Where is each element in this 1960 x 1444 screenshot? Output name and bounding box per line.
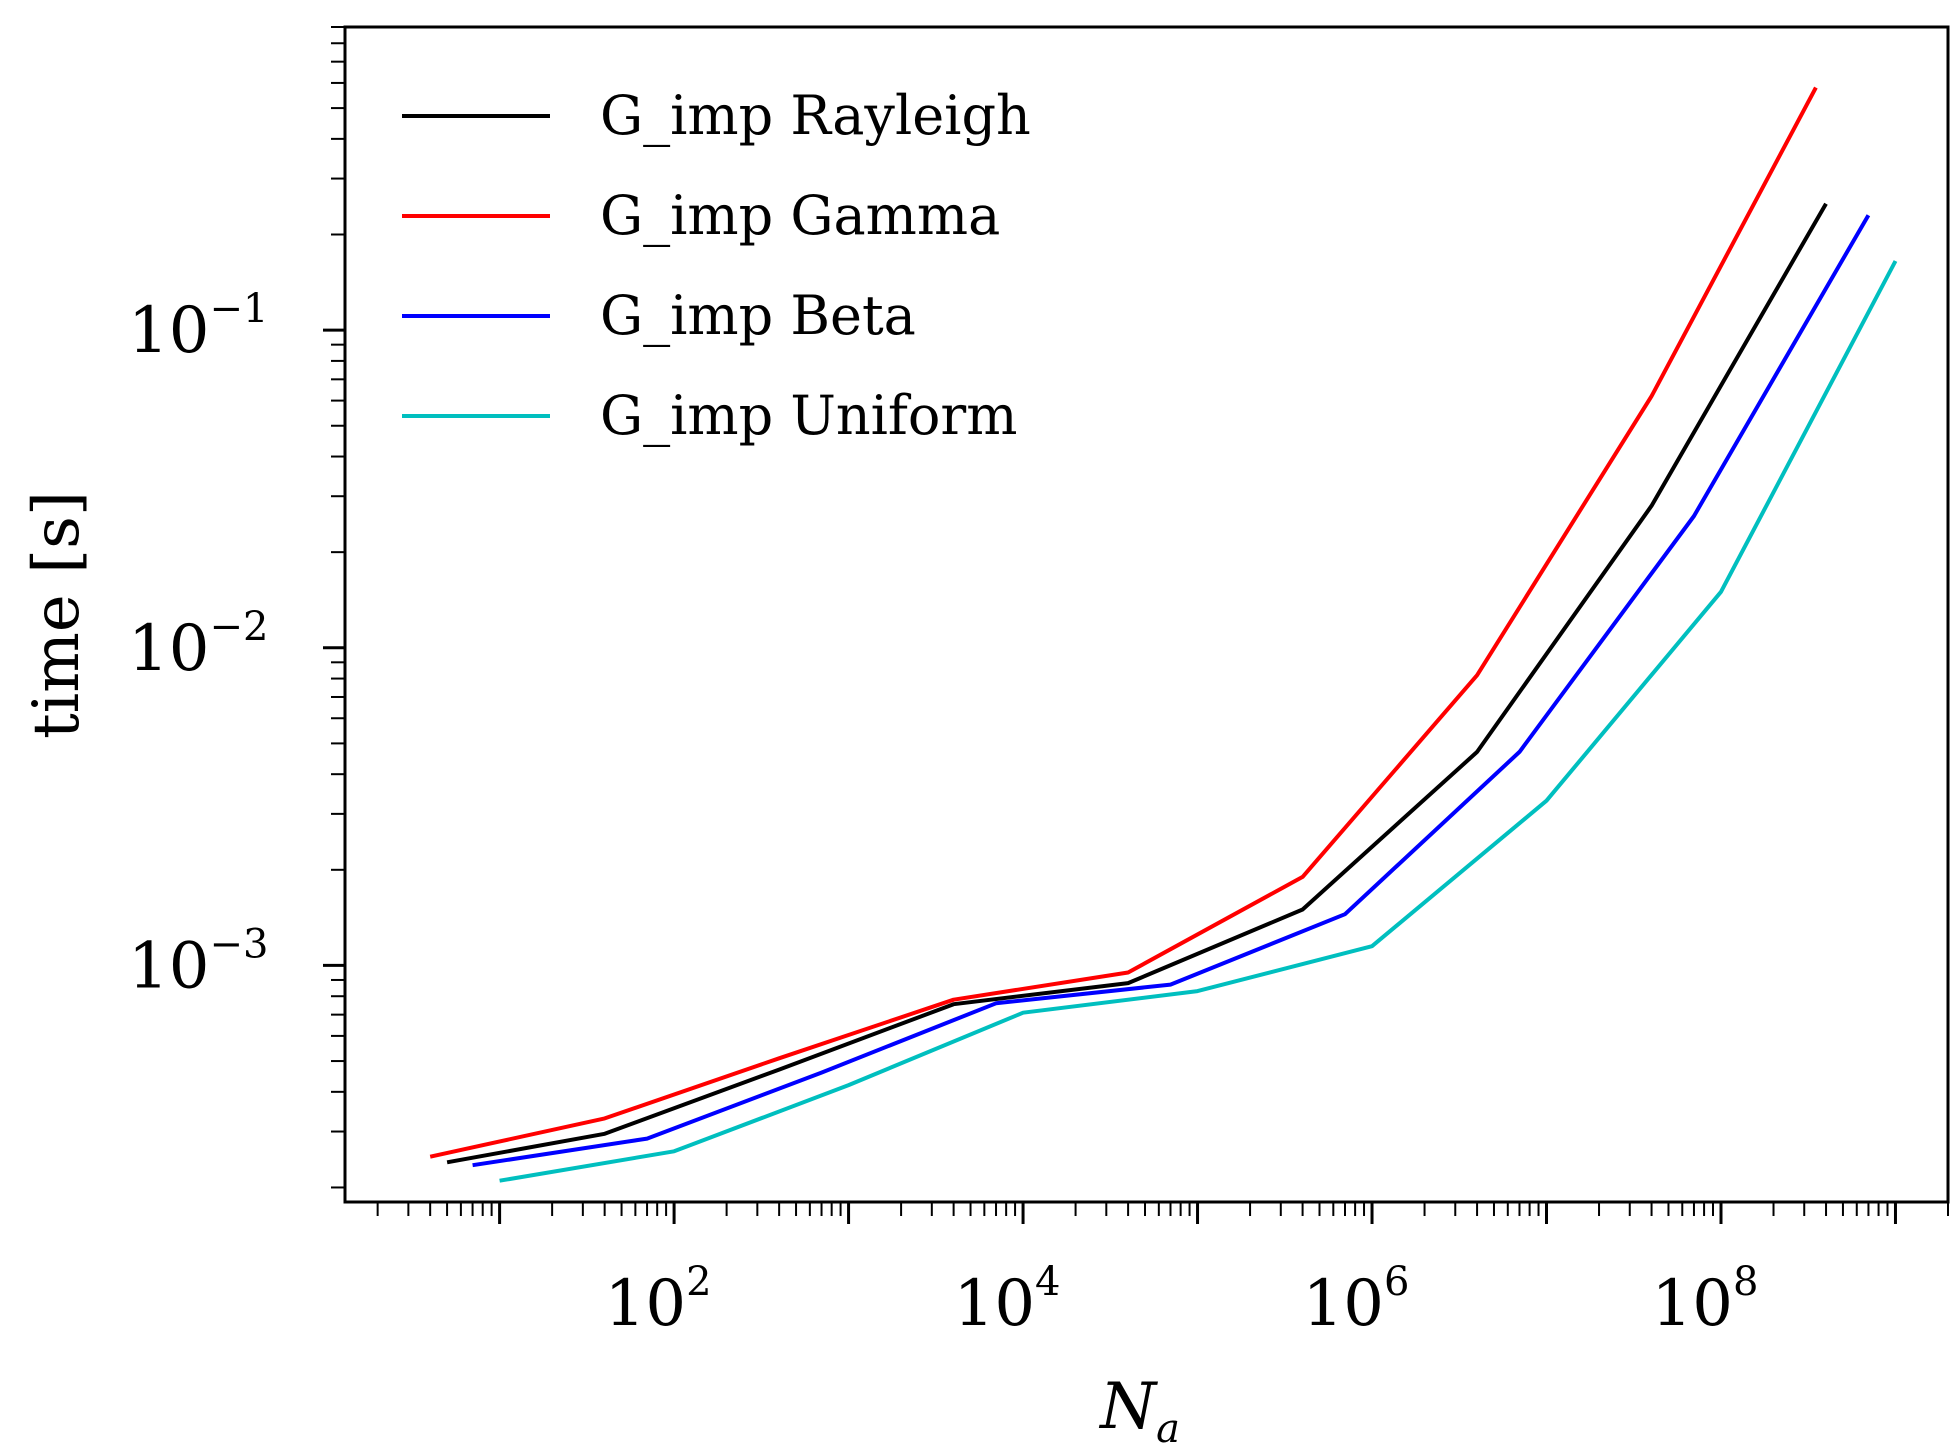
x-tick-labels: 102 104 106 108 xyxy=(605,1259,1759,1341)
y-axis-title: time [s] xyxy=(20,491,94,739)
legend-label-0: G_imp Rayleigh xyxy=(600,84,1031,147)
legend-label-1: G_imp Gamma xyxy=(600,184,1000,247)
x-tick-label: 104 xyxy=(954,1259,1061,1341)
legend-label-2: G_imp Beta xyxy=(600,284,916,347)
series-line-1 xyxy=(429,86,1818,1159)
x-axis-title: Na xyxy=(1098,1370,1180,1444)
legend: G_imp Rayleigh G_imp Gamma G_imp Beta G_imp… xyxy=(402,84,1031,447)
y-tick-labels: 10−3 10−2 10−1 xyxy=(128,286,268,1003)
x-tick-label: 106 xyxy=(1303,1259,1410,1341)
x-tick-label: 102 xyxy=(605,1259,712,1341)
series-line-3 xyxy=(499,260,1898,1183)
series-layer xyxy=(429,86,1898,1183)
y-tick-label: 10−1 xyxy=(128,286,268,368)
y-tick-label: 10−3 xyxy=(128,921,268,1003)
series-line-2 xyxy=(472,214,1871,1168)
axis-ticks xyxy=(323,26,1949,1224)
legend-label-3: G_imp Uniform xyxy=(600,384,1017,447)
x-tick-label: 108 xyxy=(1652,1259,1759,1341)
plot-area xyxy=(343,25,1950,1204)
series-line-0 xyxy=(446,202,1828,1165)
y-tick-label: 10−2 xyxy=(128,604,268,686)
